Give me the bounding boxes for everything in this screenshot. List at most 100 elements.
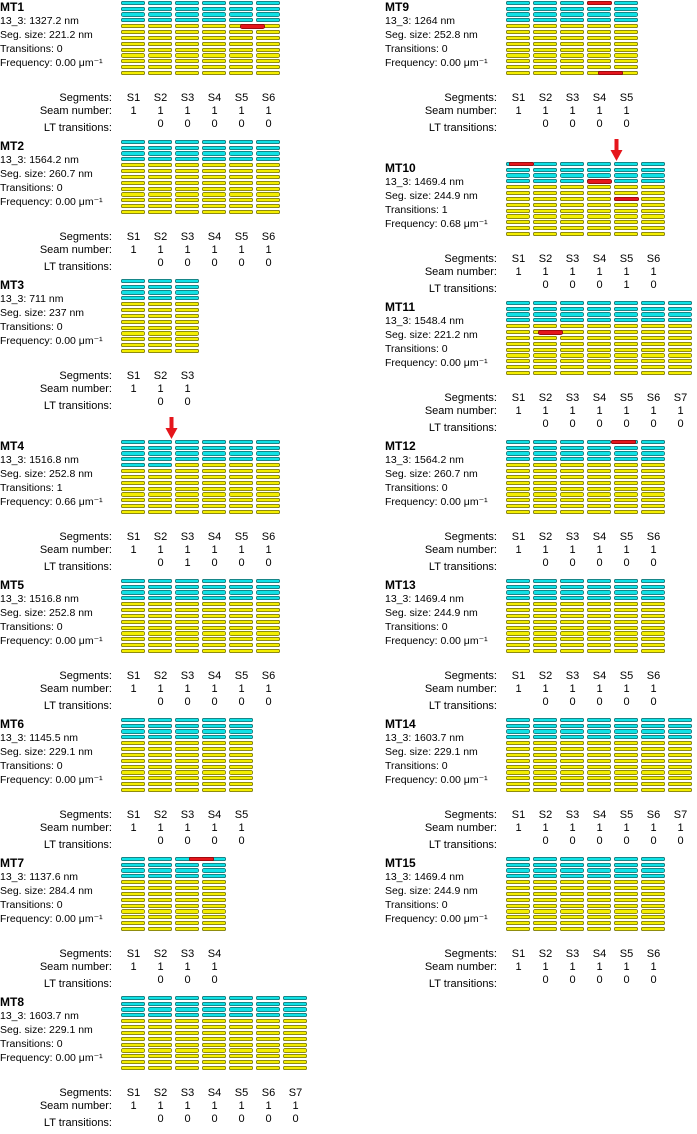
tubulin-cell-yellow [256,1025,280,1030]
tubulin-cell-yellow [175,498,199,503]
tubulin-cell-yellow [641,498,665,503]
value-cell: 0 [265,1113,272,1125]
value-cell: S6 [646,809,661,821]
seam-defect-mark [587,179,612,184]
tubulin-cell-yellow [229,1065,253,1071]
tubulin-cell-yellow [121,325,145,330]
tubulin-cell-yellow [175,504,199,509]
tubulin-cell-yellow [256,619,280,624]
value-cell: 0 [238,557,245,569]
value-cell: S3 [180,809,195,821]
tubulin-cell-yellow [202,509,226,515]
tubulin-cell-yellow [533,341,557,346]
tubulin-cell-yellow [560,498,584,503]
tubulin-cell-yellow [148,492,172,497]
tubulin-cell-yellow [175,619,199,624]
tubulin-cell-yellow [148,619,172,624]
value-cell-empty [120,396,147,409]
tubulin-cell-yellow [202,186,226,191]
value-cell: 0 [623,118,630,130]
tubulin-cell-yellow [229,53,253,58]
value-cell: 1 [265,1100,272,1112]
tubulin-cell-yellow [533,202,557,207]
tubulin-cell-yellow [614,619,638,624]
seam-defect-mark [538,329,564,335]
tubulin-cell-yellow [587,330,611,335]
value-cell: S1 [126,92,141,104]
tubulin-cell-cyan [256,157,280,162]
value-cell: 1 [515,266,522,278]
tubulin-cell-cyan [560,596,584,601]
tubulin-cell-cyan [560,167,584,172]
tubulin-cell-yellow [614,782,638,787]
tubulin-cell-cyan [614,856,638,861]
tubulin-cell-cyan [148,284,172,289]
table-row-segments: Segments: S1 S2 S3 S4 S5 S6 [385,531,697,544]
tubulin-cell-yellow [256,486,280,491]
tubulin-cell-cyan [202,12,226,17]
table-row-seam-number: Seam number: 1 1 1 1 1 1 [0,105,360,118]
tubulin-cell-cyan [121,12,145,17]
value-cell: 1 [184,822,191,834]
tubulin-cell-yellow [202,631,226,636]
tubulin-cell-yellow [506,921,530,926]
tubulin-cell-cyan [148,1007,172,1012]
tubulin-cell-yellow [229,648,253,654]
tubulin-cell-cyan [283,1013,307,1018]
tubulin-cell-yellow [121,53,145,58]
value-cell: 1 [623,961,630,973]
tubulin-cell-yellow [202,608,226,613]
tubulin-cell-cyan [641,173,665,178]
tubulin-cell-yellow [148,308,172,313]
tubulin-cell-cyan [121,735,145,740]
tubulin-cell-cyan [148,439,172,444]
lattice-type-length: 13_3: 1137.6 nm [0,871,79,883]
tubulin-cell-cyan [560,451,584,456]
segment-size: Seg. size: 252.8 nm [0,468,93,480]
tubulin-cell-yellow [560,509,584,515]
tubulin-cell-yellow [560,926,584,932]
row-label-seam-number: Seam number: [39,1100,112,1112]
tubulin-cell-cyan [148,735,172,740]
tubulin-cell-yellow [560,47,584,52]
tubulin-cell-yellow [121,186,145,191]
lattice-grid [120,0,282,76]
value-cell: S2 [153,948,168,960]
value-cell: S4 [207,92,222,104]
tubulin-cell-yellow [506,625,530,630]
value-cell: 0 [596,118,603,130]
row-label-segments: Segments: [444,531,497,543]
lattice-type-length: 13_3: 1603.7 nm [385,732,464,744]
lattice-grid [505,439,667,515]
tubulin-cell-cyan [560,300,584,305]
panel-text-block: MT3 13_3: 711 nm Seg. size: 237 nm Transiti… [0,278,118,348]
tubulin-cell-cyan [560,578,584,583]
row-label-seam-number: Seam number: [424,266,497,278]
tubulin-cell-cyan [148,139,172,144]
tubulin-cell-yellow [614,30,638,35]
tubulin-cell-yellow [148,325,172,330]
tubulin-cell-yellow [533,214,557,219]
tubulin-cell-cyan [256,151,280,156]
tubulin-cell-yellow [641,370,665,376]
value-cell: S3 [180,231,195,243]
tubulin-cell-cyan [175,874,199,879]
tubulin-cell-yellow [614,24,638,29]
tubulin-cell-cyan [641,717,665,722]
table-row-lt-transitions: LT transitions: 0 0 0 0 0 [385,974,697,990]
tubulin-cell-yellow [175,1036,199,1041]
tubulin-cell-yellow [202,1042,226,1047]
value-cell: 1 [184,557,191,569]
row-label-segments: Segments: [444,809,497,821]
tubulin-cell-yellow [229,192,253,197]
tubulin-cell-yellow [587,897,611,902]
row-label-segments: Segments: [59,92,112,104]
tubulin-cell-yellow [148,926,172,932]
tubulin-cell-cyan [533,18,557,23]
segment-size: Seg. size: 252.8 nm [0,607,93,619]
tubulin-cell-yellow [202,204,226,209]
tubulin-cell-cyan [175,145,199,150]
row-label-lt-transitions: LT transitions: [428,561,497,573]
tubulin-cell-yellow [121,313,145,319]
